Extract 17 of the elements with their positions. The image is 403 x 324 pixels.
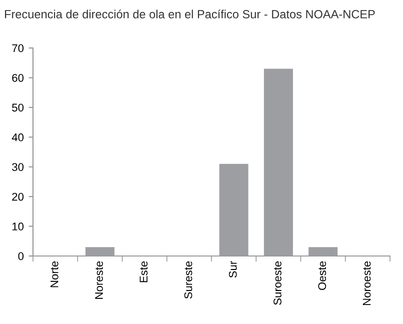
y-tick-label: 30: [12, 163, 24, 171]
y-tick-label: 40: [12, 133, 24, 142]
x-tick-label: Oeste: [318, 261, 326, 290]
x-tick-label: Sur: [228, 261, 237, 278]
x-tick-label: Noroeste: [362, 261, 371, 306]
x-tick-label: Sureste: [184, 261, 192, 299]
x-tick-label: Noreste: [95, 261, 103, 299]
y-tick-label: 70: [12, 44, 24, 52]
x-tick-label: Este: [140, 261, 148, 282]
y-tick-label: 50: [12, 104, 24, 112]
x-tick-label: Norte: [50, 261, 58, 288]
chart-title: Frecuencia de dirección de ola en el Pacífico Sur - Datos NOAA-NCEP: [5, 10, 375, 18]
y-tick-label: 20: [12, 192, 24, 201]
y-tick-label: 60: [12, 74, 24, 82]
y-tick-label: 10: [12, 222, 24, 230]
x-tick-label: Suroeste: [274, 261, 282, 305]
y-tick-label: 0: [18, 252, 24, 260]
